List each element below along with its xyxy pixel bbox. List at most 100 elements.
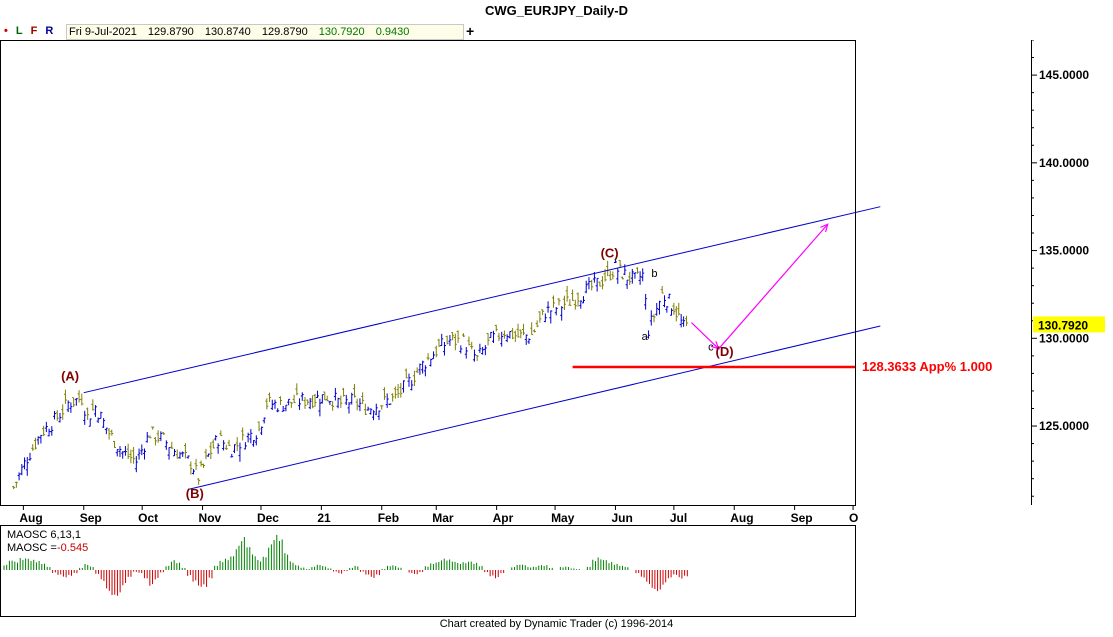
price-bar [552, 295, 556, 308]
price-bar [178, 451, 182, 459]
price-bar [606, 260, 610, 277]
price-bar [204, 448, 208, 460]
price-bar [366, 406, 370, 411]
price-bar [167, 447, 171, 460]
price-bar [388, 403, 392, 406]
chart-panel: 128.3633 App% 1.000 (A) (B) (C) (D) a b c 125.0… [0, 39, 1113, 632]
price-bar [630, 268, 634, 284]
flag-l[interactable]: L [15, 25, 23, 37]
price-bar [50, 426, 54, 436]
price-plot-border [0, 40, 856, 506]
price-bar [576, 292, 580, 307]
ohlc-date: Fri 9-Jul-2021 [69, 26, 137, 38]
price-bar [665, 306, 669, 313]
price-bar [385, 393, 389, 408]
price-bar [55, 410, 59, 421]
price-bar [478, 343, 482, 353]
chart-svg[interactable]: 128.3633 App% 1.000 (A) (B) (C) (D) a b c 125.0… [0, 39, 1113, 632]
footer-credit: Chart created by Dynamic Trader (c) 1996… [439, 618, 674, 630]
price-bar [538, 311, 542, 323]
price-bar [232, 444, 236, 454]
price-bar [219, 430, 223, 436]
price-bar [209, 442, 213, 460]
price-bar [391, 393, 395, 402]
price-bar [600, 276, 604, 290]
price-bar [532, 329, 536, 333]
price-bar [313, 393, 317, 407]
flag-dot[interactable]: • [4, 25, 8, 37]
chart-frame [0, 40, 1032, 506]
price-bar [565, 285, 569, 302]
price-bars [12, 259, 689, 490]
price-bar [300, 392, 304, 401]
price-bar [402, 380, 406, 393]
price-bar [459, 345, 463, 354]
price-bar [342, 387, 346, 397]
price-bar [472, 349, 476, 362]
price-bar [464, 347, 468, 359]
price-bar [164, 440, 168, 450]
price-bar [189, 461, 193, 475]
ohlc-high: 130.8740 [204, 26, 251, 38]
price-bar [584, 280, 588, 294]
price-bar [170, 441, 174, 449]
price-bar [246, 432, 250, 443]
y-tick-label: 140.0000 [1039, 156, 1089, 170]
price-bar [270, 399, 274, 410]
price-bar [595, 277, 599, 292]
price-bar [153, 436, 157, 446]
price-bar [355, 398, 359, 411]
price-bar [199, 460, 203, 467]
price-bar [505, 334, 509, 343]
price-bar [186, 455, 190, 459]
price-bar [254, 435, 258, 446]
price-bar [63, 389, 67, 404]
price-bar [23, 457, 27, 470]
price-bar [554, 307, 558, 316]
price-bar [549, 310, 553, 324]
x-tick-label: Oct [138, 511, 158, 525]
x-tick-label: O [849, 511, 858, 525]
annotation-lines [83, 206, 881, 490]
add-study-button[interactable]: + [466, 23, 475, 39]
price-bar [17, 472, 21, 481]
price-bar [181, 451, 185, 457]
price-bar [429, 358, 433, 367]
price-bar [352, 383, 356, 398]
price-bar [252, 439, 256, 447]
price-bar [137, 448, 141, 460]
price-bar [202, 463, 206, 468]
flag-r[interactable]: R [45, 25, 54, 37]
price-bar [241, 427, 245, 441]
price-bar [679, 314, 683, 328]
flag-f[interactable]: F [30, 25, 38, 37]
price-bar [134, 456, 138, 473]
price-bar [369, 408, 373, 415]
price-bar [102, 418, 106, 428]
x-tick-label: Nov [199, 511, 222, 525]
price-bar [579, 300, 583, 309]
price-bar [494, 324, 498, 332]
price-bar [306, 399, 310, 405]
price-bar [652, 314, 656, 323]
price-bar [344, 394, 348, 406]
price-bar [325, 395, 329, 402]
price-bar [644, 293, 648, 310]
price-bar [467, 336, 471, 346]
price-bar [88, 418, 92, 427]
price-bar [647, 330, 651, 339]
price-bar [303, 397, 307, 409]
price-bar [633, 272, 637, 279]
price-bar [423, 365, 427, 377]
price-bar [104, 427, 108, 435]
price-bar [560, 306, 564, 321]
x-tick-label: Dec [257, 511, 279, 525]
price-bar [374, 403, 378, 416]
price-bar [260, 426, 264, 436]
price-bar [289, 401, 293, 408]
oscillator-border [0, 525, 856, 617]
price-bar [278, 396, 282, 406]
price-bar [276, 408, 280, 413]
price-bar [513, 330, 517, 342]
